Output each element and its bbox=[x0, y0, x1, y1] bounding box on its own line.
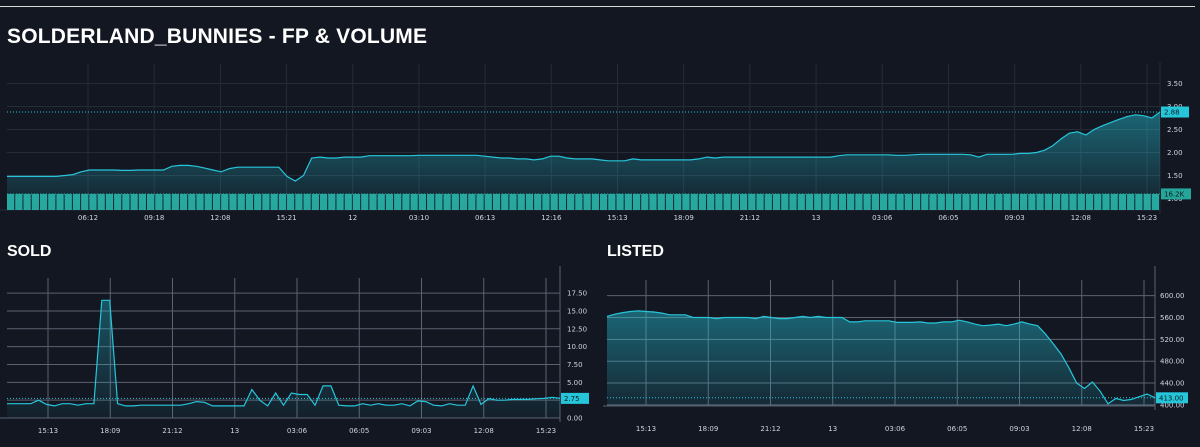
x-tick-label: 06:05 bbox=[938, 214, 958, 222]
x-tick-label: 09:03 bbox=[1005, 214, 1025, 222]
x-tick-label: 12:08 bbox=[1071, 214, 1091, 222]
last-value-tag-bg bbox=[1161, 106, 1189, 118]
x-tick-label: 09:18 bbox=[144, 214, 164, 222]
last-value-tag: 2.88 bbox=[1161, 106, 1189, 118]
last-value-tag-bg bbox=[561, 392, 589, 404]
volume-tag-bg bbox=[1161, 188, 1191, 200]
volume-tag-text: 16.2K bbox=[1164, 190, 1185, 198]
listed-chart[interactable]: 600.00 560.00 520.00 480.00 440.00 400.00 15:1… bbox=[603, 266, 1198, 446]
y-tick-label: 3.50 bbox=[1167, 80, 1183, 88]
x-tick-label: 15:13 bbox=[38, 427, 58, 435]
series-line bbox=[7, 299, 561, 407]
series-line bbox=[7, 111, 1161, 182]
x-tick-label: 06:05 bbox=[947, 425, 967, 433]
x-tick-label: 18:09 bbox=[698, 425, 718, 433]
y-tick-label: 7.50 bbox=[567, 361, 583, 369]
fp-volume-chart[interactable]: 3.503.002.502.001.501.0006:1209:1812:081… bbox=[0, 62, 1195, 222]
last-value-tag-bg bbox=[1156, 392, 1188, 404]
x-tick-label: 12:08 bbox=[474, 427, 494, 435]
x-tick-label: 12:16 bbox=[541, 214, 562, 222]
x-tick-label: 15:13 bbox=[607, 214, 627, 222]
y-tick-label: 440.00 bbox=[1160, 380, 1185, 388]
last-value-tag: 413.00 bbox=[1156, 392, 1188, 404]
y-tick-label: 10.00 bbox=[567, 343, 587, 351]
volume-tag: 16.2K bbox=[1161, 188, 1191, 200]
y-tick-label: 480.00 bbox=[1160, 358, 1185, 366]
sold-chart[interactable]: 17.5015.0012.5010.007.505.002.500.0015:1… bbox=[0, 266, 600, 446]
x-tick-label: 21:12 bbox=[162, 427, 182, 435]
y-tick-label: 0.00 bbox=[567, 415, 583, 423]
series-area bbox=[607, 310, 1155, 406]
y-tick-label: 400.00 bbox=[1160, 401, 1185, 409]
last-value-tag: 2.75 bbox=[561, 392, 589, 404]
x-tick-label: 06:05 bbox=[349, 427, 369, 435]
y-tick-label: 560.00 bbox=[1160, 314, 1185, 322]
x-tick-label: 03:10 bbox=[409, 214, 429, 222]
y-tick-label: 1.50 bbox=[1167, 172, 1183, 180]
x-tick-label: 18:09 bbox=[100, 427, 120, 435]
last-value-tag-text: 2.75 bbox=[564, 395, 580, 403]
x-tick-label: 09:03 bbox=[411, 427, 431, 435]
sold-title: SOLD bbox=[7, 243, 52, 260]
x-tick-label: 15:13 bbox=[636, 425, 656, 433]
top-divider bbox=[0, 6, 1195, 7]
y-tick-label: 2.00 bbox=[1167, 149, 1183, 157]
y-tick-label: 17.50 bbox=[567, 290, 587, 298]
x-tick-label: 09:03 bbox=[1009, 425, 1029, 433]
page-title: SOLDERLAND_BUNNIES - FP & VOLUME bbox=[7, 25, 428, 48]
x-tick-label: 12:08 bbox=[1072, 425, 1092, 433]
x-tick-label: 15:23 bbox=[1134, 425, 1154, 433]
x-tick-label: 12 bbox=[348, 214, 357, 222]
series-area bbox=[7, 300, 560, 418]
x-tick-label: 15:23 bbox=[536, 427, 556, 435]
x-tick-label: 21:12 bbox=[740, 214, 760, 222]
series-line bbox=[606, 310, 1156, 405]
x-tick-label: 06:12 bbox=[78, 214, 98, 222]
y-tick-label: 12.50 bbox=[567, 325, 587, 333]
last-value-tag-text: 2.88 bbox=[1164, 109, 1180, 117]
last-value-tag-text: 413.00 bbox=[1159, 394, 1184, 402]
listed-title: LISTED bbox=[607, 243, 664, 260]
x-tick-label: 18:09 bbox=[674, 214, 694, 222]
x-tick-label: 15:21 bbox=[276, 214, 296, 222]
x-tick-label: 03:06 bbox=[872, 214, 893, 222]
x-tick-label: 15:23 bbox=[1137, 214, 1157, 222]
x-tick-label: 03:06 bbox=[885, 425, 906, 433]
x-tick-label: 03:06 bbox=[287, 427, 308, 435]
series-area bbox=[7, 112, 1160, 210]
y-tick-label: 600.00 bbox=[1160, 292, 1185, 300]
y-tick-label: 15.00 bbox=[567, 307, 587, 315]
x-tick-label: 21:12 bbox=[760, 425, 780, 433]
y-tick-label: 5.00 bbox=[567, 379, 583, 387]
x-tick-label: 06:13 bbox=[475, 214, 495, 222]
x-tick-label: 12:08 bbox=[210, 214, 230, 222]
y-tick-label: 520.00 bbox=[1160, 336, 1185, 344]
y-tick-label: 2.50 bbox=[1167, 126, 1183, 134]
x-tick-label: 13 bbox=[812, 214, 821, 222]
x-tick-label: 13 bbox=[230, 427, 239, 435]
x-tick-label: 13 bbox=[828, 425, 837, 433]
